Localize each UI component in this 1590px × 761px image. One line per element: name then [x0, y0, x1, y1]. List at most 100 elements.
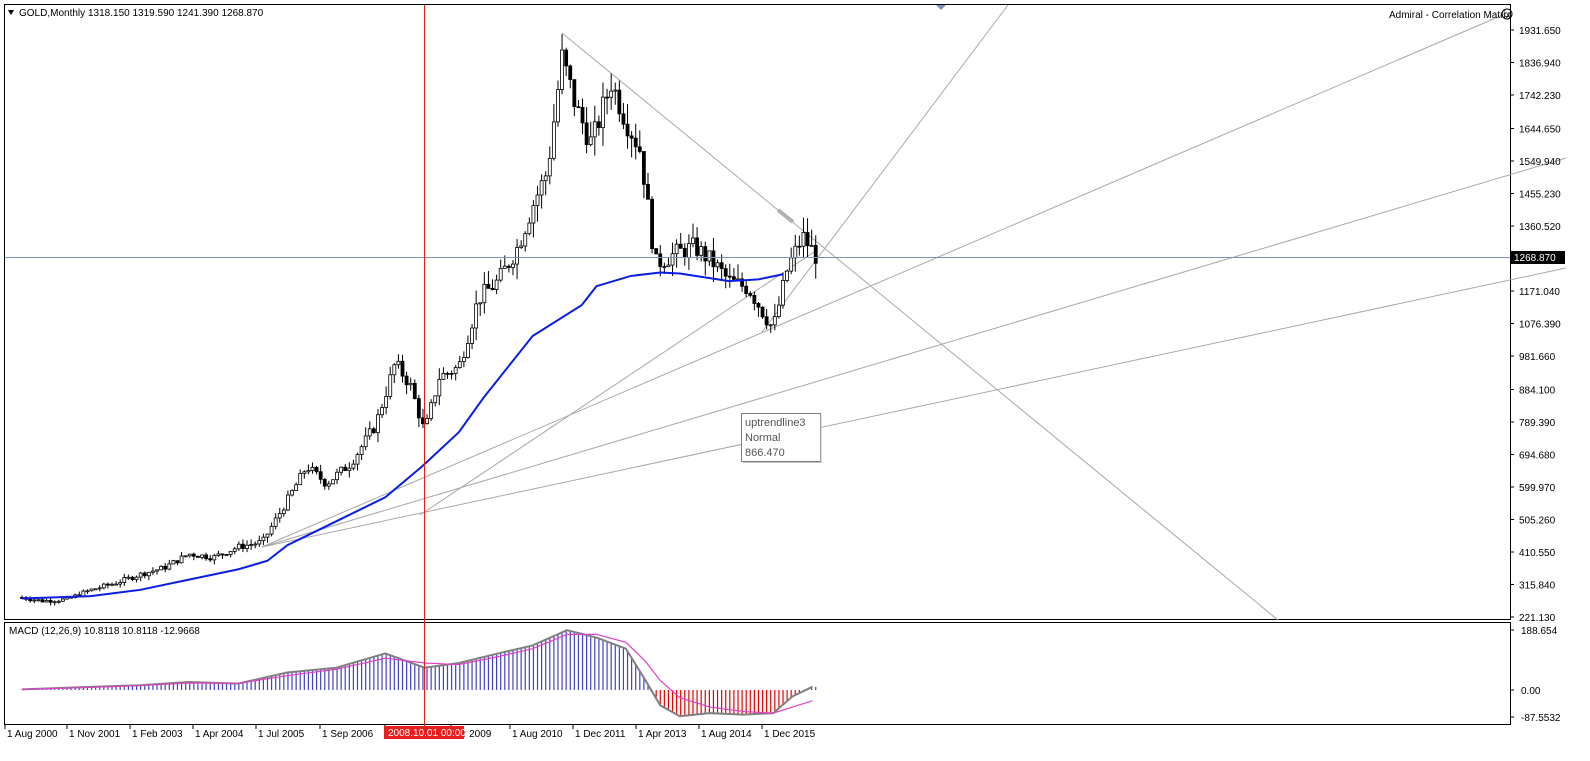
- candle-body: [257, 540, 262, 545]
- candle-body: [155, 569, 159, 572]
- candle-body: [32, 599, 37, 602]
- candle-body: [273, 517, 278, 527]
- time-tick-label: 1 Nov 2001: [69, 729, 121, 740]
- candle-body: [539, 180, 544, 196]
- candle-body: [617, 89, 622, 115]
- candle-body: [310, 466, 315, 471]
- candle-body: [138, 572, 143, 578]
- price-tick-label: 981.660: [1519, 352, 1556, 363]
- main-pane-border: [4, 4, 1511, 620]
- macd-tick-label: 188.654: [1521, 626, 1558, 637]
- trendlines-layer: [261, 4, 1567, 621]
- candle-body: [416, 398, 421, 419]
- price-tick-label: 1455.230: [1519, 189, 1561, 200]
- candle-body: [429, 402, 434, 419]
- candle-body: [498, 267, 503, 281]
- candle-body: [748, 293, 753, 296]
- price-badge: [1511, 251, 1565, 264]
- candle-body: [547, 157, 552, 177]
- candle-body: [707, 250, 712, 262]
- candle-body: [232, 548, 237, 552]
- candle-body: [388, 374, 393, 397]
- cursor-time-badge: [384, 726, 464, 739]
- candle-body: [502, 265, 507, 269]
- candle-body: [208, 558, 213, 561]
- candle-body: [695, 237, 699, 256]
- trendline-tooltip: uptrendline3 Normal 866.470: [741, 413, 822, 463]
- candle-body: [200, 554, 204, 558]
- candle-body: [556, 89, 560, 123]
- candle-body: [793, 245, 798, 259]
- smiley-icon[interactable]: [1501, 8, 1513, 20]
- candle-body: [506, 265, 511, 268]
- macd-label: MACD (12,26,9) 10.8118 10.8118 -12.9668: [9, 626, 200, 637]
- candle-body: [318, 471, 323, 480]
- candle-body: [61, 598, 65, 602]
- shift-marker-icon[interactable]: [936, 5, 946, 10]
- candle-body: [449, 373, 454, 375]
- candle-body: [126, 576, 131, 579]
- macd-pane-border: [4, 622, 1511, 725]
- candle-body: [204, 554, 209, 560]
- candle-body: [560, 49, 564, 90]
- candle-body: [723, 268, 728, 277]
- price-tick-label: 410.550: [1519, 548, 1556, 559]
- candle-body: [568, 65, 573, 81]
- price-tick-label: 1076.390: [1519, 320, 1561, 331]
- candle-body: [130, 576, 135, 580]
- macd-axis: 188.654 0.00 -87.5532: [1510, 626, 1561, 724]
- candle-body: [326, 483, 331, 487]
- candle-body: [245, 544, 249, 549]
- candle-body: [335, 471, 339, 481]
- candle-body: [486, 283, 491, 289]
- moving-average-layer: [21, 271, 784, 600]
- candle-body: [220, 553, 225, 556]
- time-tick-label: 1 Apr 2013: [638, 729, 687, 740]
- candle-body: [781, 280, 785, 306]
- candle-body: [478, 302, 483, 305]
- candle-body: [114, 583, 119, 586]
- candle-body: [727, 275, 732, 278]
- collapse-arrow-icon[interactable]: [8, 10, 14, 15]
- candle-body: [515, 247, 519, 265]
- candle-body: [384, 395, 389, 408]
- candle-body: [551, 121, 556, 159]
- candle-body: [265, 533, 270, 538]
- price-tick-label: 599.970: [1519, 483, 1556, 494]
- time-tick-label: 1 Aug 2014: [701, 729, 752, 740]
- candle-body: [175, 560, 180, 564]
- candle-body: [764, 316, 769, 326]
- candle-body: [52, 601, 57, 604]
- candle-body: [261, 536, 266, 542]
- candle-body: [359, 446, 364, 455]
- candle-body: [269, 525, 274, 535]
- trendline: [261, 13, 1506, 548]
- tooltip-value: 866.470: [745, 447, 785, 459]
- macd-signal-layer: [21, 633, 813, 714]
- candle-body: [592, 121, 597, 138]
- candle-body: [183, 555, 188, 558]
- candle-body: [425, 418, 429, 425]
- candle-body: [146, 571, 151, 577]
- candle-body: [809, 244, 814, 247]
- candle-body: [351, 463, 356, 469]
- candle-body: [363, 435, 368, 448]
- candle-body: [543, 175, 548, 182]
- candle-body: [224, 554, 229, 556]
- candle-body: [331, 479, 335, 485]
- candle-body: [36, 599, 41, 602]
- price-tick-label: 1549.940: [1519, 157, 1561, 168]
- candle-body: [453, 367, 458, 374]
- candle-body: [48, 599, 53, 603]
- candle-body: [179, 555, 184, 564]
- candle-body: [437, 378, 442, 397]
- candle-body: [277, 513, 282, 519]
- candle-body: [772, 316, 777, 326]
- tooltip-style: Normal: [745, 432, 780, 444]
- candle-body: [470, 327, 474, 344]
- candle-body: [290, 490, 294, 496]
- candle-body: [322, 478, 327, 487]
- price-tick-label: 505.260: [1519, 515, 1556, 526]
- candle-body: [187, 553, 192, 557]
